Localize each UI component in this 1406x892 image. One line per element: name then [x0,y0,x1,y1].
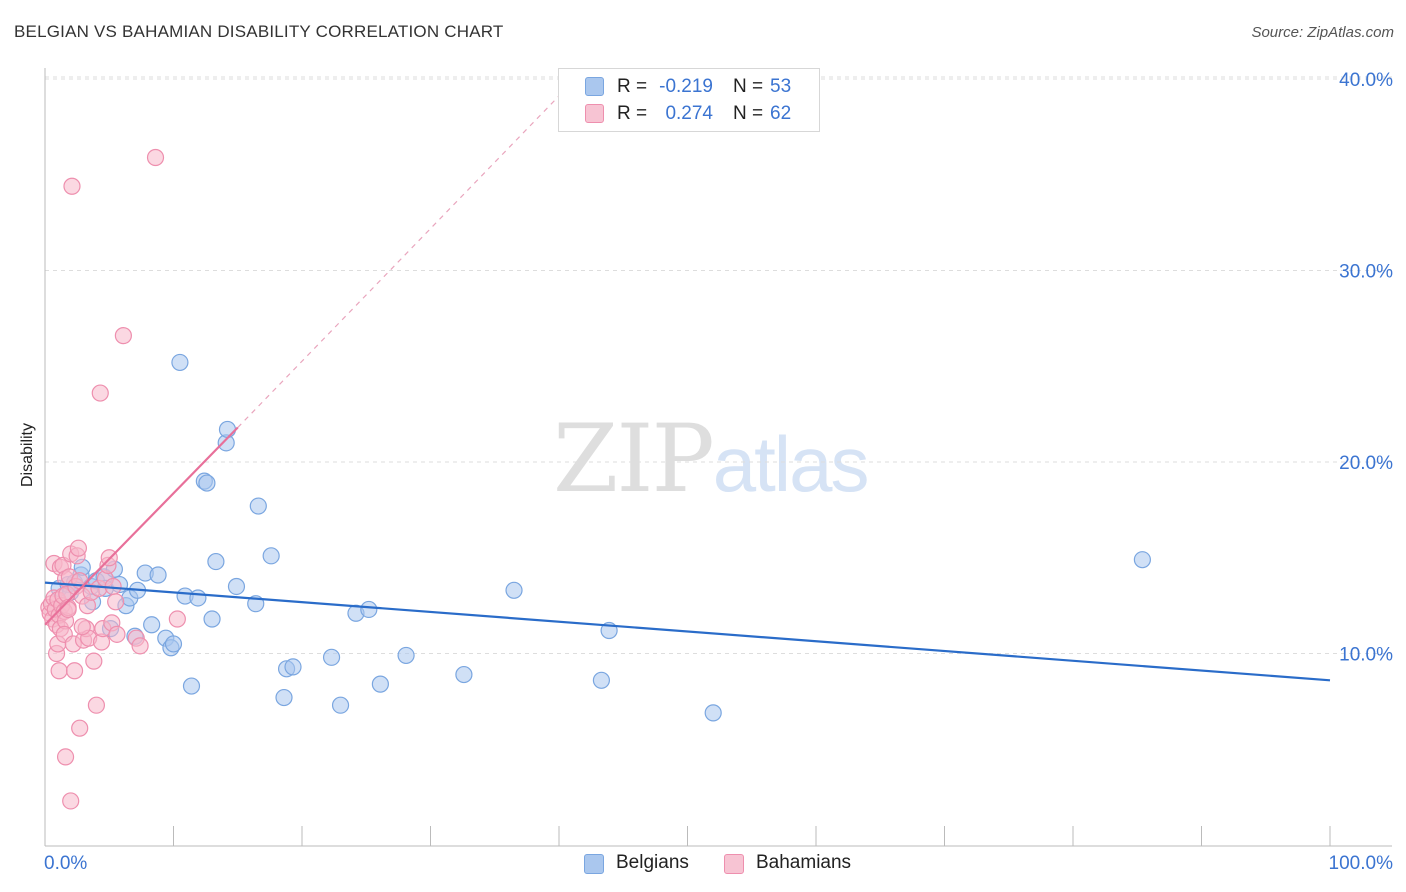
bahamians-point [50,662,68,680]
r-value: 0.274 [665,103,713,124]
bahamians-point [62,792,80,810]
belgians-point [218,420,237,439]
x-tick-label: 100.0% [1329,853,1394,874]
belgians-point [143,616,161,634]
watermark: ZIPatlas [553,405,870,514]
bahamians-swatch [585,104,604,123]
belgians-point [198,474,216,492]
source-label: Source: ZipAtlas.com [1251,24,1394,41]
bahamians-point [168,610,186,628]
belgians-swatch [584,854,604,874]
belgians-point [262,547,280,565]
belgians-point [189,589,207,607]
bahamians-point [146,148,165,167]
bahamians-point [85,652,103,670]
bahamians-point [65,662,84,680]
belgians-point [203,610,221,628]
x-tick-label: 0.0% [44,853,87,874]
legend-label: Belgians [616,852,689,873]
belgians-point [207,552,225,571]
belgians-point [322,648,341,666]
belgians-point [455,665,473,684]
belgians-point [182,677,201,695]
legend-row-bahamians: R = 0.274 N = 62 [559,100,819,128]
bahamians-trend-extension [237,69,586,428]
belgians-point [164,635,183,653]
y-tick-label: 20.0% [1339,453,1393,474]
watermark-zip: ZIP [553,405,715,514]
belgians-point [1133,551,1151,569]
bahamians-point [108,625,126,643]
belgians-point [371,675,389,693]
bahamians-point [63,177,81,195]
y-tick-label: 10.0% [1339,645,1393,666]
r-label: R = [617,76,648,97]
bahamians-point [73,618,91,636]
bahamians-point [91,384,109,402]
bahamians-swatch [724,854,744,874]
belgians-point [704,704,722,722]
bahamians-point [69,539,88,557]
belgians-point [331,696,350,714]
belgians-point [275,688,293,707]
bahamians-point [87,696,106,714]
n-value: 53 [770,76,792,97]
n-label: N = [733,76,764,97]
r-label: R = [617,103,648,124]
belgians-point [171,353,189,372]
belgians-trend-line [44,581,1331,682]
chart-title: BELGIAN VS BAHAMIAN DISABILITY CORRELATI… [14,22,504,41]
y-tick-label: 30.0% [1339,262,1393,283]
n-value: 62 [770,103,792,124]
r-value: -0.219 [659,76,713,97]
belgians-point [360,600,378,619]
bahamians-point [56,748,75,766]
n-label: N = [733,103,764,124]
watermark-atlas: atlas [712,420,870,508]
bahamians-point [114,327,132,345]
belgians-point [397,646,415,665]
bahamians-point [107,593,125,611]
belgians-point [284,658,302,676]
bahamians-point [59,600,77,619]
bahamians-point [131,637,149,655]
stats-legend: R = -0.219 N = 53 R = 0.274 N = 62 [558,68,820,132]
belgians-point [227,577,246,596]
y-tick-label: 40.0% [1339,70,1393,91]
belgians-point [592,671,611,689]
bahamians-point [71,719,89,737]
belgians-point [249,497,267,515]
belgians-point [149,566,167,584]
bahamians-trend-line [44,426,239,626]
belgians-point [505,581,523,599]
belgians-swatch [585,77,604,96]
legend-label: Bahamians [756,852,852,873]
legend-row-belgians: R = -0.219 N = 53 [559,73,819,101]
